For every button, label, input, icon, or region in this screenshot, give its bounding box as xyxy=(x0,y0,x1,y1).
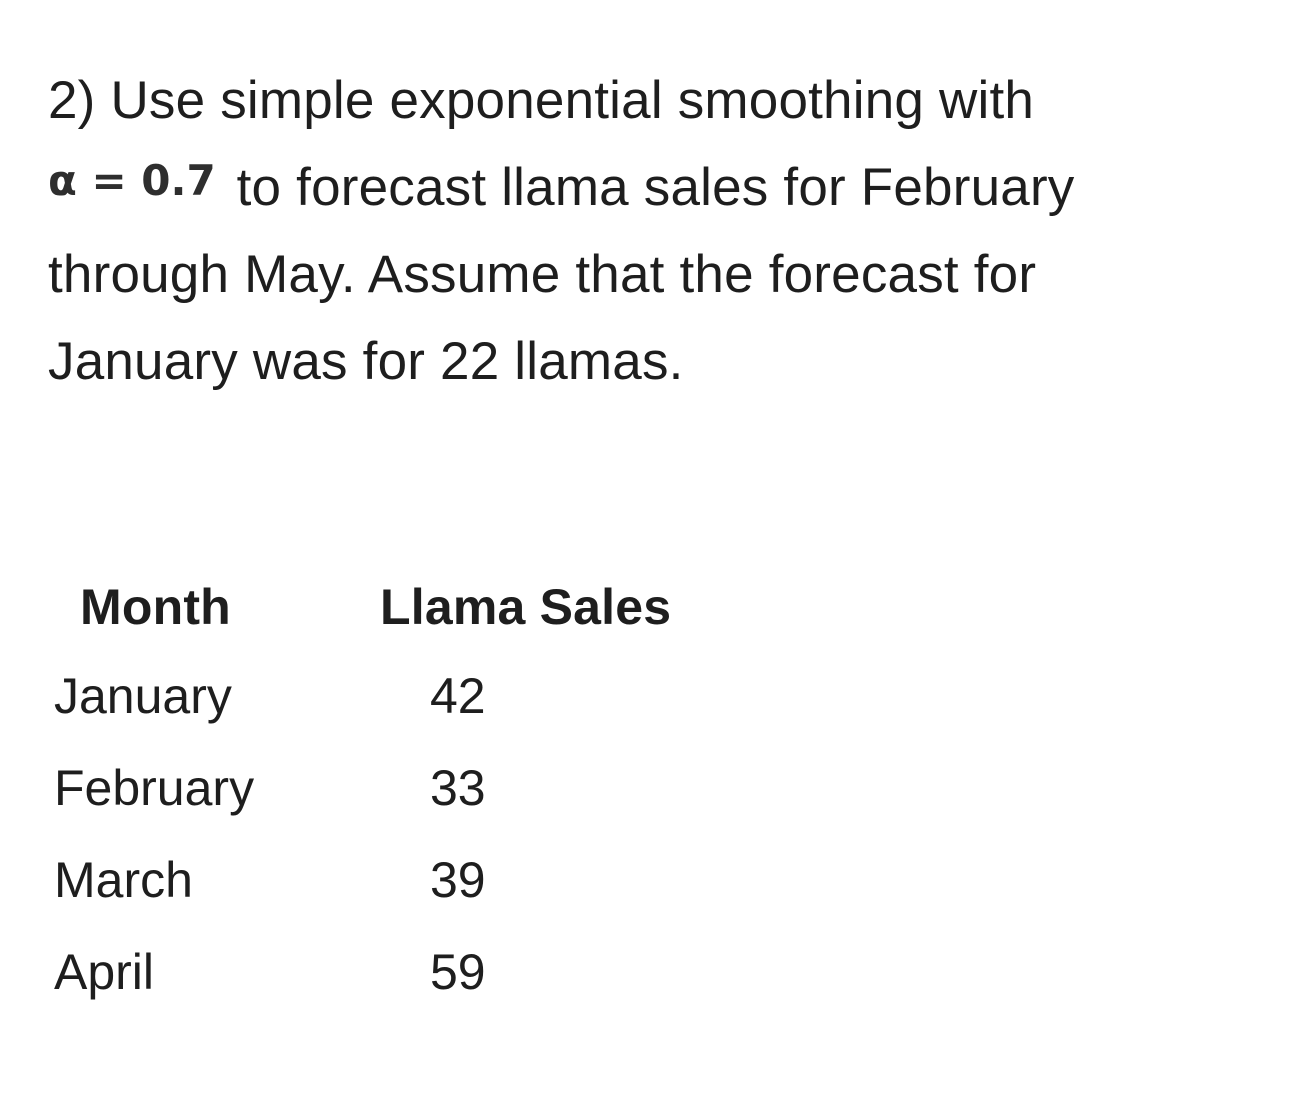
sales-cell: 39 xyxy=(430,851,486,908)
llama-sales-table: Month Llama Sales January 42 February 33… xyxy=(54,566,671,1018)
table-row: January 42 xyxy=(54,650,671,742)
table-row: February 33 xyxy=(54,742,671,834)
table-header-row: Month Llama Sales xyxy=(54,566,671,650)
table-row: April 59 xyxy=(54,926,671,1018)
sales-cell: 33 xyxy=(430,759,486,816)
month-cell: February xyxy=(54,759,255,816)
problem-text-line1: 2) Use simple exponential smoothing with xyxy=(48,71,1035,130)
alpha-equation: α = 0.7 xyxy=(48,155,216,205)
sales-cell: 59 xyxy=(430,943,486,1000)
problem-text-rest: to forecast llama sales for February thr… xyxy=(48,157,1075,391)
month-cell: January xyxy=(54,667,232,724)
month-cell: April xyxy=(54,943,155,1000)
table-row: March 39 xyxy=(54,834,671,926)
month-cell: March xyxy=(54,851,193,908)
sales-cell: 42 xyxy=(430,667,486,724)
column-header-month: Month xyxy=(80,578,231,635)
column-header-llama-sales: Llama Sales xyxy=(380,578,672,635)
problem-statement: 2) Use simple exponential smoothing with… xyxy=(48,58,1238,406)
